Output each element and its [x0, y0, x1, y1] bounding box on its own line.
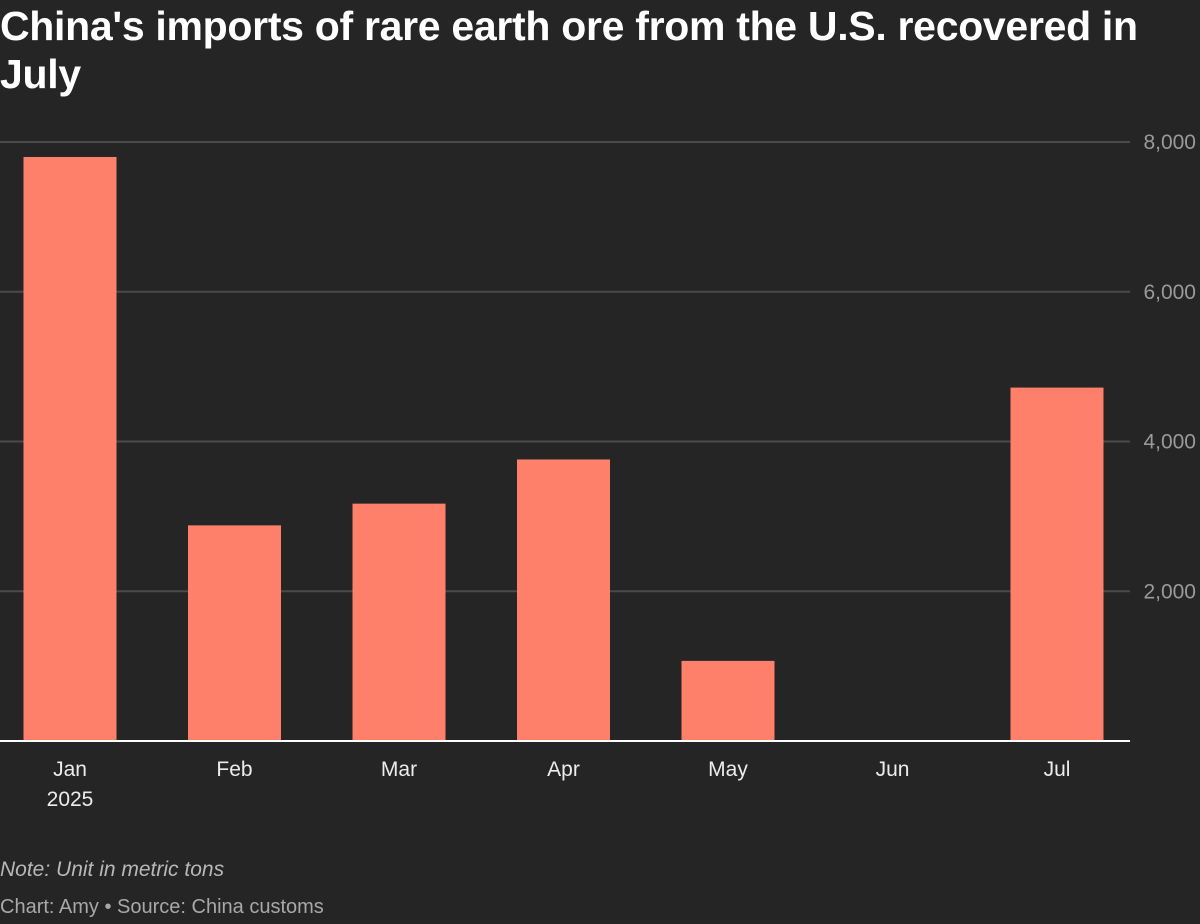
bar-apr — [517, 459, 610, 741]
x-tick-label: Mar — [381, 758, 417, 781]
bars — [23, 156, 1104, 742]
x-tick-label: Jun — [876, 758, 910, 781]
y-tick-label: 2,000 — [1143, 580, 1196, 603]
x-axis-ticks: Jan 2025 Feb Mar Apr May Jun Jul — [47, 758, 1071, 811]
bar-mar — [352, 503, 446, 741]
bar-chart: 2,000 4,000 6,000 8,000 Jan 2025 Feb Mar Apr May… — [0, 131, 1196, 811]
x-tick-label: Jan — [53, 758, 87, 781]
bar-feb — [188, 525, 281, 741]
x-tick-label: Feb — [216, 758, 252, 781]
y-tick-label: 8,000 — [1143, 131, 1196, 154]
x-tick-label: May — [708, 758, 748, 781]
bar-jul — [1010, 387, 1104, 741]
chart-title: China's imports of rare earth ore from t… — [0, 3, 1138, 97]
x-tick-label: Apr — [547, 758, 580, 781]
x-tick-sublabel: 2025 — [47, 788, 94, 811]
chart-note: Note: Unit in metric tons — [0, 858, 225, 881]
y-tick-label: 6,000 — [1143, 281, 1196, 304]
bar-jan — [23, 156, 117, 742]
y-axis-ticks: 2,000 4,000 6,000 8,000 — [1143, 131, 1196, 603]
bar-may — [681, 660, 775, 741]
chart-credit: Chart: Amy • Source: China customs — [0, 896, 324, 918]
x-tick-label: Jul — [1044, 758, 1071, 781]
y-tick-label: 4,000 — [1143, 431, 1196, 454]
